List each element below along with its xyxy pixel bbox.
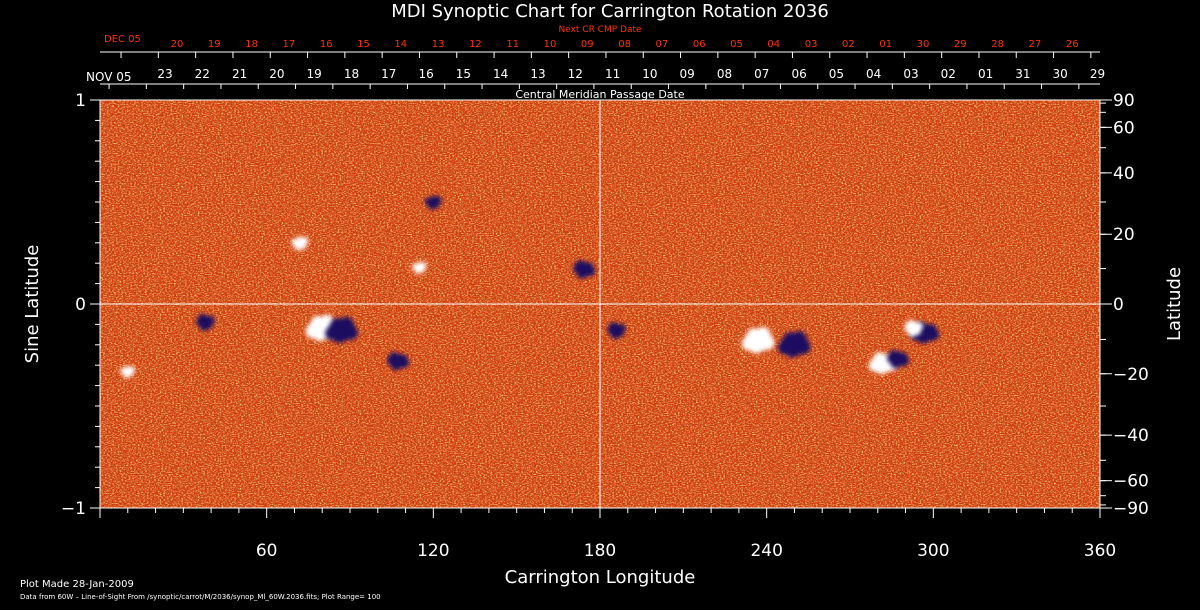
next-cr-date-axis: 20 19 18 17 16 15 14 13 12 11 10 09 08 07 06 05 04 03 02 01… bbox=[100, 39, 1100, 58]
feature-positive-5 bbox=[291, 236, 309, 251]
next-cr-date-label: 11 bbox=[506, 39, 519, 50]
cmp-date-label: 22 bbox=[195, 67, 210, 81]
next-cr-first-label: DEC 05 bbox=[104, 34, 141, 45]
next-cr-date-label: 09 bbox=[581, 39, 594, 50]
next-cr-date-label: 01 bbox=[879, 39, 892, 50]
feature-negative-8 bbox=[607, 322, 626, 340]
feature-negative-10 bbox=[777, 331, 811, 358]
data-source-note: Data from 60W – Line-of-Sight From /syno… bbox=[20, 593, 381, 601]
x-tick-label: 120 bbox=[417, 541, 449, 561]
next-cr-date-label: 20 bbox=[171, 39, 184, 50]
cmp-date-label: 06 bbox=[791, 67, 806, 81]
y-right-tick-label: −90 bbox=[1113, 499, 1149, 519]
feature-negative-3 bbox=[196, 313, 215, 331]
cmp-date-label: 11 bbox=[605, 67, 620, 81]
y-left-axis-label: Sine Latitude bbox=[22, 245, 43, 364]
feature-positive-9 bbox=[741, 326, 775, 354]
cmp-date-label: 09 bbox=[680, 67, 695, 81]
cmp-date-label: 12 bbox=[568, 67, 583, 81]
y-right-tick-label: 20 bbox=[1113, 225, 1135, 245]
cmp-date-label: 10 bbox=[642, 67, 657, 81]
y-right-tick-label: −20 bbox=[1113, 365, 1149, 385]
latitude-axis: 90 60 40 20 0 −20 −40 −60 −90 bbox=[1099, 91, 1149, 519]
next-cr-date-label: 16 bbox=[320, 39, 333, 50]
next-cr-date-label: 02 bbox=[842, 39, 855, 50]
y-right-tick-label: −40 bbox=[1113, 426, 1149, 446]
cmp-date-label: 23 bbox=[157, 67, 172, 81]
feature-negative-4 bbox=[573, 260, 596, 279]
next-cr-date-label: 14 bbox=[394, 39, 407, 50]
cmp-date-label: 18 bbox=[344, 67, 359, 81]
y-left-tick-label: 0 bbox=[75, 295, 86, 315]
next-cr-date-label: 17 bbox=[283, 39, 296, 50]
next-cr-axis-label: Next CR CMP Date bbox=[558, 25, 642, 35]
cmp-date-label: 02 bbox=[941, 67, 956, 81]
y-left-tick-label: 1 bbox=[75, 91, 86, 111]
cmp-date-label: 17 bbox=[381, 67, 396, 81]
next-cr-date-label: 08 bbox=[618, 39, 631, 50]
next-cr-date-label: 19 bbox=[208, 39, 221, 50]
feature-negative-12 bbox=[886, 349, 910, 369]
x-tick-label: 240 bbox=[750, 541, 782, 561]
x-tick-label: 360 bbox=[1084, 541, 1116, 561]
cmp-date-label: 04 bbox=[866, 67, 881, 81]
x-axis-label: Carrington Longitude bbox=[505, 567, 696, 588]
x-tick-label: 60 bbox=[256, 541, 278, 561]
x-tick-label: 300 bbox=[917, 541, 949, 561]
next-cr-date-label: 18 bbox=[245, 39, 258, 50]
next-cr-date-label: 07 bbox=[656, 39, 669, 50]
cmp-date-label: 19 bbox=[307, 67, 322, 81]
next-cr-date-label: 13 bbox=[432, 39, 445, 50]
next-cr-date-label: 04 bbox=[767, 39, 780, 50]
next-cr-date-label: 05 bbox=[730, 39, 743, 50]
next-cr-date-label: 06 bbox=[693, 39, 706, 50]
cmp-date-label: 07 bbox=[754, 67, 769, 81]
next-cr-date-label: 12 bbox=[469, 39, 482, 50]
y-right-tick-label: 0 bbox=[1113, 295, 1124, 315]
next-cr-date-label: 29 bbox=[954, 39, 967, 50]
feature-negative-7 bbox=[424, 195, 442, 210]
next-cr-date-label: 10 bbox=[544, 39, 557, 50]
cmp-date-label: 20 bbox=[269, 67, 284, 81]
cmp-date-label: 16 bbox=[418, 67, 433, 81]
plot-made-note: Plot Made 28-Jan-2009 bbox=[20, 579, 134, 590]
cmp-date-label: 31 bbox=[1015, 67, 1030, 81]
feature-positive-14 bbox=[904, 320, 924, 337]
cmp-date-label: 05 bbox=[829, 67, 844, 81]
feature-negative-2 bbox=[386, 351, 410, 371]
cmp-date-label: 01 bbox=[978, 67, 993, 81]
next-cr-date-label: 30 bbox=[917, 39, 930, 50]
y-left-tick-label: −1 bbox=[61, 499, 86, 519]
next-cr-date-label: 27 bbox=[1029, 39, 1042, 50]
sine-latitude-axis: 1 0 −1 bbox=[61, 91, 101, 519]
next-cr-date-label: 28 bbox=[991, 39, 1004, 50]
cmp-date-label: 14 bbox=[493, 67, 508, 81]
next-cr-date-label: 15 bbox=[357, 39, 370, 50]
longitude-axis: 60 120 180 240 300 360 bbox=[99, 508, 1116, 561]
y-right-axis-label: Latitude bbox=[1164, 267, 1185, 341]
cmp-first-label: NOV 05 bbox=[86, 70, 132, 84]
cmp-date-label: 03 bbox=[903, 67, 918, 81]
y-right-tick-label: 40 bbox=[1113, 164, 1135, 184]
magnetogram-map bbox=[99, 99, 1101, 509]
next-cr-date-label: 26 bbox=[1066, 39, 1079, 50]
cmp-date-axis: 23 22 21 20 19 18 17 16 15 14 13 12 11 10 09 08 07 06 05 04… bbox=[100, 67, 1105, 89]
cmp-date-label: 15 bbox=[456, 67, 471, 81]
y-right-tick-label: 90 bbox=[1113, 91, 1135, 111]
x-tick-label: 180 bbox=[584, 541, 616, 561]
feature-negative-1 bbox=[325, 316, 358, 344]
cmp-date-label: 21 bbox=[232, 67, 247, 81]
chart-title: MDI Synoptic Chart for Carrington Rotati… bbox=[391, 1, 829, 22]
y-right-tick-label: −60 bbox=[1113, 472, 1149, 492]
feature-positive-6 bbox=[411, 261, 427, 274]
feature-positive-15 bbox=[120, 365, 136, 379]
cmp-date-label: 29 bbox=[1090, 67, 1105, 81]
cmp-date-label: 30 bbox=[1053, 67, 1068, 81]
next-cr-date-label: 03 bbox=[805, 39, 818, 50]
y-right-tick-label: 60 bbox=[1113, 118, 1135, 138]
cmp-date-label: 08 bbox=[717, 67, 732, 81]
cmp-axis-label: Central Meridian Passage Date bbox=[515, 88, 684, 101]
cmp-date-label: 13 bbox=[530, 67, 545, 81]
